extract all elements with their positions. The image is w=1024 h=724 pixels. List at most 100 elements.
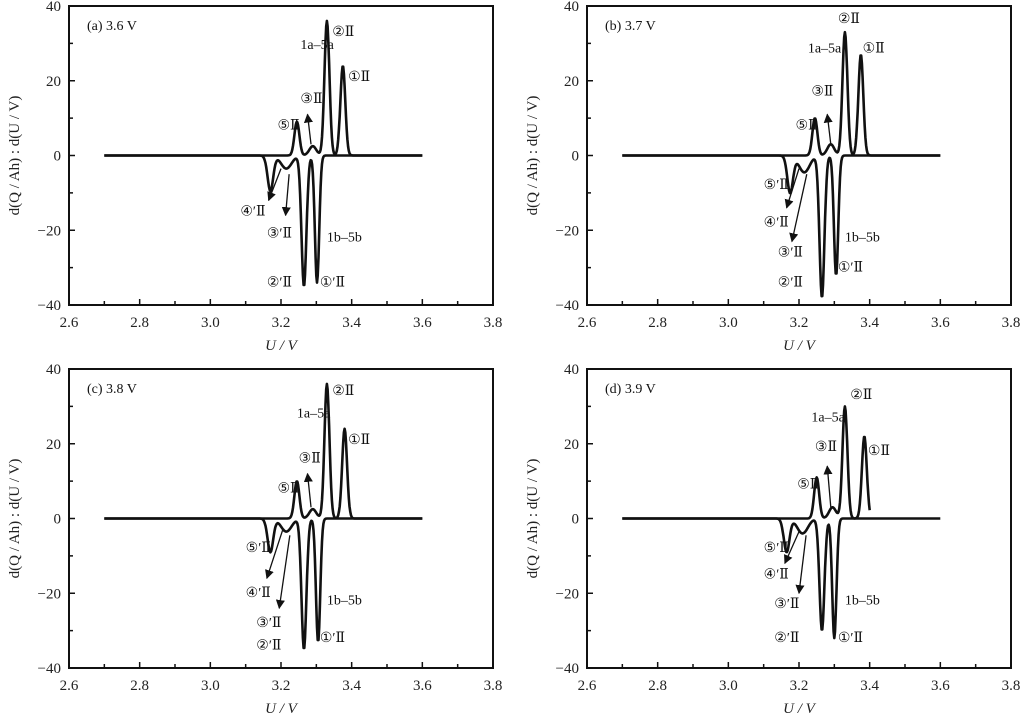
peak-annotation: ①Ⅱ [868,444,890,459]
x-tick-label: 3.0 [201,315,220,331]
charge-curve [103,382,423,520]
x-tick-label: 3.4 [860,678,879,694]
x-axis-label: U / V [783,338,817,354]
y-tick-label: 20 [564,437,579,453]
x-tick-label: 2.6 [60,678,79,694]
annotation-arrow [275,535,291,610]
y-tick-label: −20 [38,586,61,602]
charge-curve [621,30,941,157]
x-tick-label: 3.4 [860,315,879,331]
x-axis-label: U / V [265,701,299,717]
y-tick-label: 20 [564,74,579,90]
x-tick-label: 2.6 [578,678,597,694]
discharge-curve [103,517,423,650]
peak-annotation: ③Ⅱ [300,92,322,107]
peak-annotation: ③Ⅱ [811,85,833,100]
peak-annotation: ②′Ⅱ [774,631,799,646]
peak-annotation: 1a–5a [811,410,845,425]
x-tick-label: 3.4 [342,315,361,331]
annotation-arrow [784,531,800,565]
peak-annotation: ②′Ⅱ [267,275,292,290]
y-tick-label: −40 [38,298,61,314]
y-tick-label: 0 [54,512,62,528]
panel-title: (a) 3.6 V [87,19,137,34]
y-tick-label: 0 [572,149,580,165]
discharge-curve [621,154,941,298]
peak-annotation: ①Ⅱ [348,433,370,448]
peak-annotation: 1a–5a [300,38,334,53]
annotation-arrow [789,174,808,243]
y-axis-label: d(Q / Ah) : d(U / V) [525,96,541,216]
y-tick-label: −20 [38,223,61,239]
peak-annotation: ⑤Ⅱ [797,478,819,493]
y-tick-label: −20 [556,586,579,602]
x-tick-label: 3.2 [790,315,809,331]
peak-annotation: 1b–5b [327,593,362,608]
y-axis-label: d(Q / Ah) : d(U / V) [525,459,541,579]
peak-annotation: ①Ⅱ [348,70,370,85]
y-tick-label: 40 [46,0,61,15]
peak-annotation: 1b–5b [845,593,880,608]
peak-annotation: ⑤Ⅱ [277,118,299,133]
annotation-arrow [267,168,282,202]
panel-b: 2.6 2.8 3.0 3.2 3.4 3.6 3.8 −40 −20 0 20 40 U / V d(Q… [525,0,1020,354]
y-tick-label: 20 [46,437,61,453]
peak-annotation: ②′Ⅱ [778,275,803,290]
peak-annotation: 1a–5a [808,42,842,57]
discharge-curve [103,154,423,287]
x-tick-label: 3.2 [790,678,809,694]
x-tick-label: 3.8 [1002,678,1021,694]
peak-annotation: ②Ⅱ [332,25,354,40]
panel-a: 2.6 2.8 3.0 3.2 3.4 3.6 3.8 −40 −20 0 20 40 U / V d(Q… [7,0,502,354]
x-tick-label: 2.6 [60,315,79,331]
peak-annotation: ①′Ⅱ [320,631,345,646]
x-tick-label: 3.6 [413,315,432,331]
annotation-arrow [823,465,833,508]
peak-annotation: ③′Ⅱ [778,245,803,260]
x-tick-label: 3.0 [201,678,220,694]
x-tick-label: 3.8 [1002,315,1021,331]
panel-title: (d) 3.9 V [605,382,656,397]
x-tick-label: 2.8 [648,315,667,331]
annotation-arrow [303,113,313,145]
peak-annotation: ④′Ⅱ [764,567,789,582]
y-tick-label: −40 [556,298,579,314]
peak-annotation: ⑤Ⅱ [277,481,299,496]
x-tick-label: 2.8 [130,315,149,331]
x-tick-label: 3.0 [719,315,738,331]
y-tick-label: 40 [564,0,579,15]
peak-annotation: ④′Ⅱ [240,204,265,219]
y-tick-label: −40 [556,661,579,677]
peak-annotation: ④′Ⅱ [246,586,271,601]
x-tick-label: 3.6 [413,678,432,694]
peak-annotation: ①′Ⅱ [320,275,345,290]
peak-annotation: ①′Ⅱ [838,631,863,646]
discharge-curve [621,517,941,640]
peak-annotation: ①′Ⅱ [838,260,863,275]
peak-annotation: ③′Ⅱ [774,597,799,612]
peak-annotation: 1b–5b [327,230,362,245]
y-axis-label: d(Q / Ah) : d(U / V) [7,96,23,216]
peak-annotation: ③Ⅱ [815,440,837,455]
y-tick-label: −20 [556,223,579,239]
charge-curve [103,19,423,157]
x-tick-label: 3.6 [931,678,950,694]
x-tick-label: 3.0 [719,678,738,694]
annotation-arrow [795,535,807,595]
peak-annotation: 1a–5a [297,407,331,422]
peak-annotation: ③′Ⅱ [256,616,281,631]
peak-annotation: ②′Ⅱ [256,638,281,653]
y-tick-label: −40 [38,661,61,677]
peak-annotation: ⑤Ⅱ [795,118,817,133]
panel-title: (b) 3.7 V [605,19,656,34]
peak-annotation: ③′Ⅱ [267,227,292,242]
peak-annotation: 1b–5b [845,230,880,245]
x-tick-label: 2.8 [648,678,667,694]
x-tick-label: 3.6 [931,315,950,331]
peak-annotation: ②Ⅱ [838,12,860,27]
x-axis-label: U / V [783,701,817,717]
x-tick-label: 2.6 [578,315,597,331]
peak-annotation: ⑤′Ⅱ [246,541,271,556]
panel-d: 2.6 2.8 3.0 3.2 3.4 3.6 3.8 −40 −20 0 20 40 U / V d(Q… [525,362,1020,717]
